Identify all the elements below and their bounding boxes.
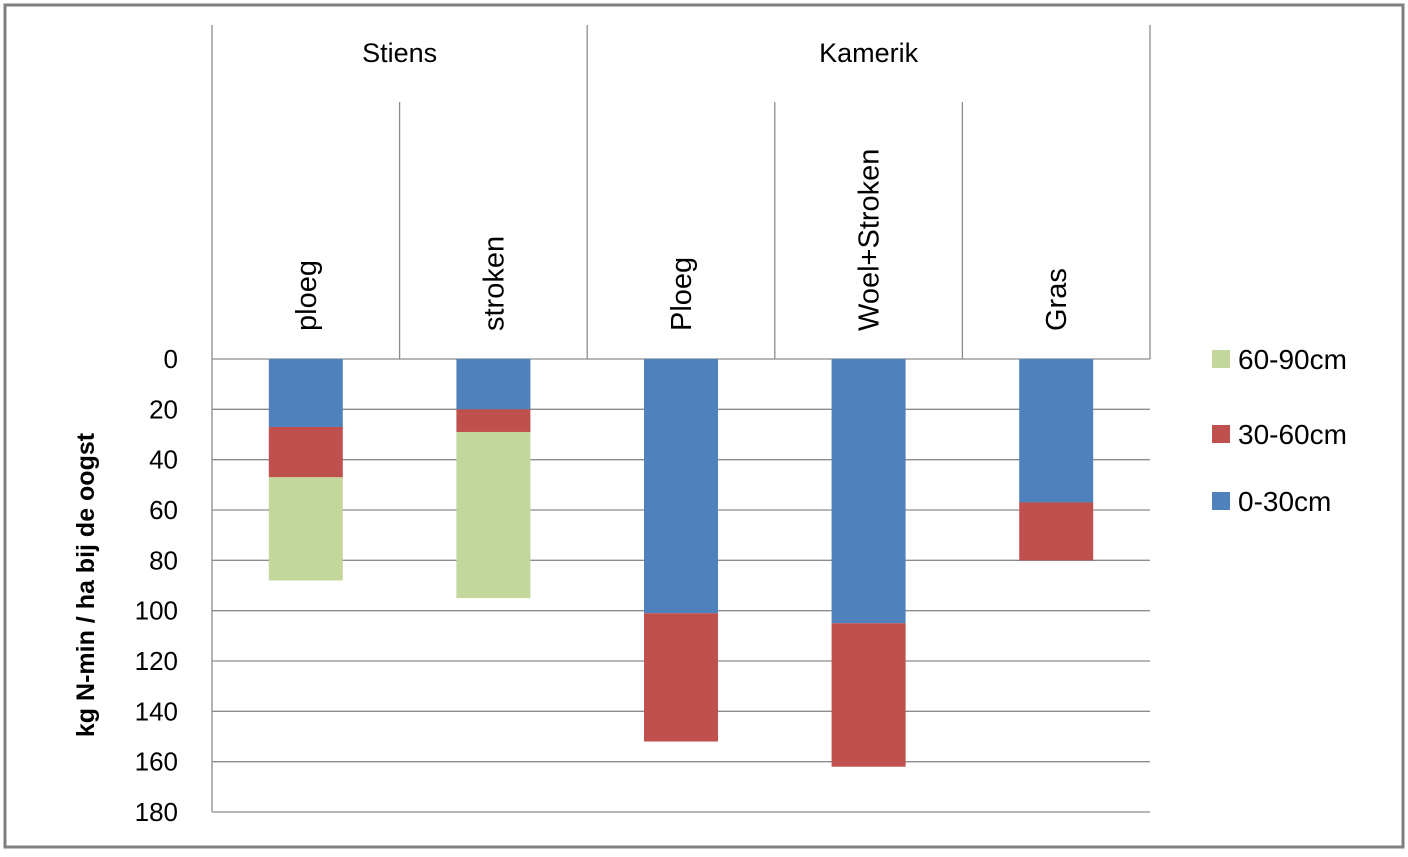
legend-label: 60-90cm (1238, 344, 1347, 375)
category-label: Woel+Stroken (854, 149, 886, 331)
y-tick-label: 0 (164, 344, 178, 374)
y-tick-label: 100 (135, 596, 178, 626)
bar-segment (456, 409, 531, 432)
category-label: ploeg (291, 260, 323, 331)
y-tick-label: 80 (149, 545, 178, 575)
y-axis: 0 20 40 60 80 100 120 140 160 180 kg N-min / ha bi… (72, 25, 213, 827)
bar-segment (644, 613, 718, 742)
legend: 60-90cm 30-60cm 0-30cm (1212, 344, 1347, 517)
category-label: Ploeg (666, 257, 698, 331)
bar-segment (644, 359, 718, 614)
bar-segment (1019, 502, 1094, 561)
bar-segment (456, 431, 531, 599)
category-label: Gras (1041, 268, 1073, 331)
bar-segment (1019, 359, 1094, 503)
legend-swatch (1212, 492, 1230, 510)
y-tick-label: 180 (135, 797, 178, 827)
y-axis-title: kg N-min / ha bij de oogst (72, 432, 100, 737)
bar-segment (268, 426, 343, 478)
group-label: Kamerik (819, 38, 919, 68)
legend-swatch (1212, 350, 1230, 368)
gridlines (212, 358, 1150, 813)
y-tick-label: 160 (135, 747, 178, 777)
y-tick-label: 40 (149, 445, 178, 475)
legend-label: 0-30cm (1238, 486, 1331, 517)
bar-segment (268, 359, 343, 427)
bar-segment (831, 359, 906, 624)
legend-swatch (1212, 425, 1230, 443)
y-tick-label: 20 (149, 394, 178, 424)
bar-segment (831, 623, 906, 767)
bar-segment (268, 477, 343, 581)
y-tick-label: 140 (135, 696, 178, 726)
group-label: Stiens (362, 38, 437, 68)
bars (268, 359, 1094, 767)
legend-label: 30-60cm (1238, 419, 1347, 450)
category-header: Stiens ploeg stroken Kamerik Ploeg Woel+Strok… (291, 25, 1151, 359)
y-tick-label: 60 (149, 495, 178, 525)
y-tick-label: 120 (135, 646, 178, 676)
bar-segment (456, 359, 531, 410)
category-label: stroken (478, 236, 510, 331)
